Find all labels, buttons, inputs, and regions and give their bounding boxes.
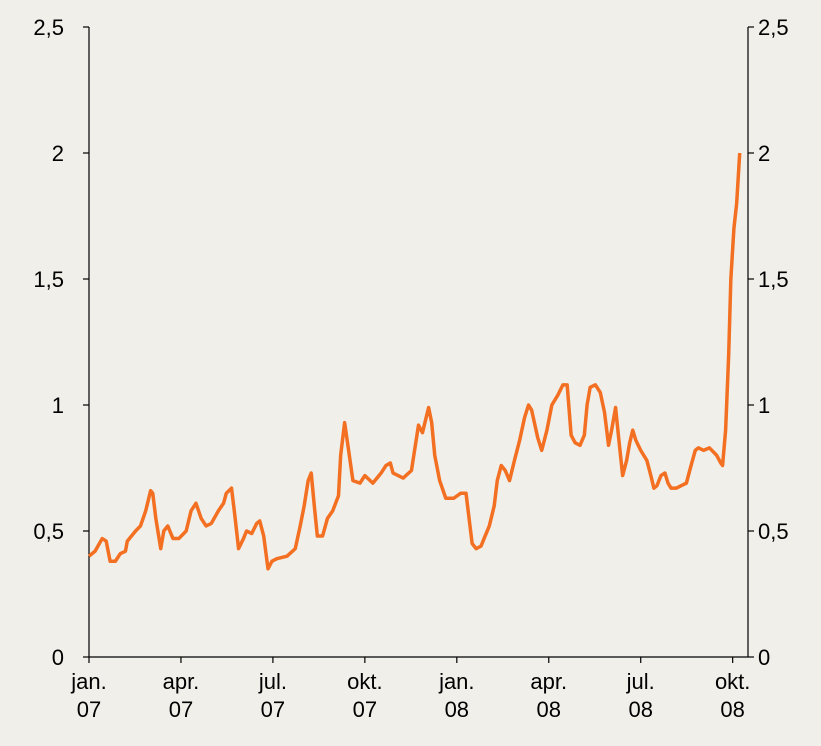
x-tick-label: jan. 08 bbox=[438, 669, 474, 722]
x-tick-label: jan. 07 bbox=[70, 669, 106, 722]
y2-tick-label: 1,5 bbox=[758, 267, 789, 292]
y2-tick-label: 1 bbox=[758, 393, 770, 418]
y2-tick-label: 2,5 bbox=[758, 15, 789, 40]
y2-tick-label: 2 bbox=[758, 141, 770, 166]
y-tick-label: 1 bbox=[52, 393, 64, 418]
y-tick-label: 0 bbox=[52, 645, 64, 670]
y-tick-label: 2,5 bbox=[33, 15, 64, 40]
x-tick-label: okt. 08 bbox=[715, 669, 750, 722]
x-tick-label: apr. 07 bbox=[163, 669, 200, 722]
y-tick-label: 1,5 bbox=[33, 267, 64, 292]
y-tick-label: 2 bbox=[52, 141, 64, 166]
x-tick-label: jul. 07 bbox=[258, 669, 287, 722]
line-series bbox=[87, 152, 742, 571]
x-tick-label: apr. 08 bbox=[530, 669, 567, 722]
y2-tick-label: 0 bbox=[758, 645, 770, 670]
x-tick-label: okt. 07 bbox=[347, 669, 382, 722]
y-tick-label: 0,5 bbox=[33, 519, 64, 544]
y2-tick-label: 0,5 bbox=[758, 519, 789, 544]
x-tick-label: jul. 08 bbox=[626, 669, 655, 722]
